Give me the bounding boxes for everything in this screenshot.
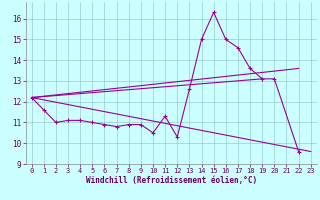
- X-axis label: Windchill (Refroidissement éolien,°C): Windchill (Refroidissement éolien,°C): [86, 176, 257, 185]
